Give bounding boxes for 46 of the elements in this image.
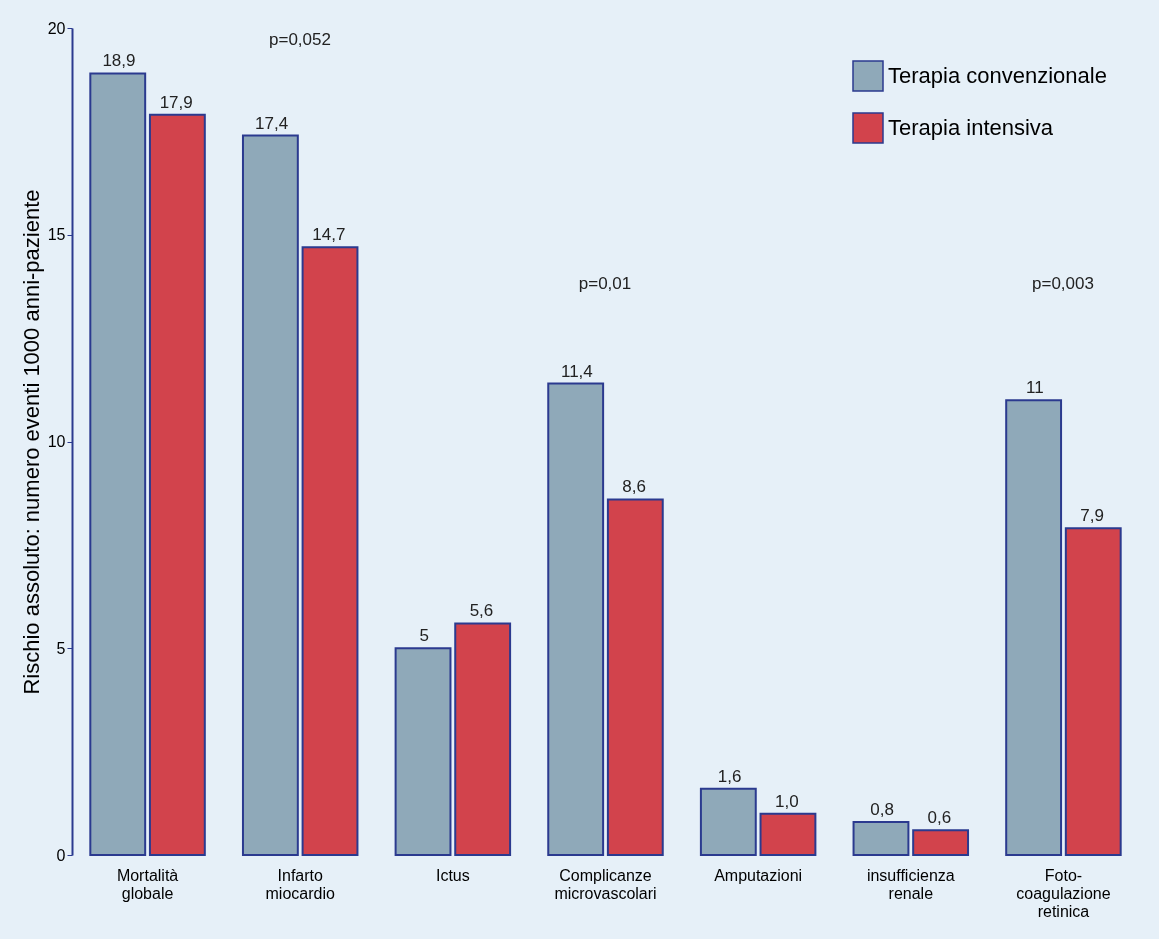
annotation: p=0,003 <box>1032 274 1094 293</box>
bar <box>547 382 605 856</box>
y-tick-label: 0 <box>56 846 66 864</box>
data-label: 11,4 <box>560 361 593 381</box>
data-label: 17,4 <box>255 113 289 133</box>
x-tick-label: Complicanze microvascolari <box>554 866 657 902</box>
bar <box>759 812 817 856</box>
annotation: p=0,01 <box>578 274 632 293</box>
bar <box>394 647 452 856</box>
bar <box>699 787 757 856</box>
data-label: 0,6 <box>927 808 952 828</box>
data-label: 11 <box>1025 378 1044 398</box>
bar <box>454 622 512 856</box>
bar <box>912 829 970 856</box>
legend-label: Terapia convenzionale <box>888 63 1107 88</box>
x-tick-label: Mortalità globale <box>116 866 179 902</box>
bar <box>606 498 664 856</box>
bar <box>241 134 299 856</box>
x-tick-label: Amputazioni <box>714 866 803 884</box>
bar <box>1064 527 1122 856</box>
x-tick-label: insufficienza renale <box>866 866 955 902</box>
bar <box>301 246 359 856</box>
bar <box>148 113 206 856</box>
data-label: 0,8 <box>870 799 894 819</box>
data-label: 5 <box>419 626 429 646</box>
bar <box>1005 399 1063 856</box>
bar <box>89 72 147 856</box>
x-tick-label: Infarto miocardio <box>265 866 335 902</box>
data-label: 1,6 <box>717 766 742 786</box>
data-label: 5,6 <box>469 601 494 621</box>
x-tick-label: Ictus <box>435 866 470 884</box>
data-label: 8,6 <box>622 477 646 497</box>
x-tick-label: Foto- coagulazione retinica <box>1016 866 1111 920</box>
legend-label: Terapia intensiva <box>888 115 1054 140</box>
data-label: 7,9 <box>1080 506 1104 526</box>
bar <box>852 820 910 856</box>
data-label: 18,9 <box>102 51 136 71</box>
y-tick-label: 5 <box>56 639 66 657</box>
data-label: 14,7 <box>312 225 346 245</box>
y-tick-label: 15 <box>47 226 66 244</box>
annotation: p=0,052 <box>269 30 331 49</box>
data-label: 1,0 <box>774 791 799 811</box>
y-tick-label: 10 <box>47 433 66 450</box>
y-tick-label: 20 <box>47 19 66 37</box>
y-axis-title: Rischio assoluto: numero eventi 1000 anni-paziente <box>18 189 44 695</box>
data-label: 17,9 <box>159 92 193 112</box>
